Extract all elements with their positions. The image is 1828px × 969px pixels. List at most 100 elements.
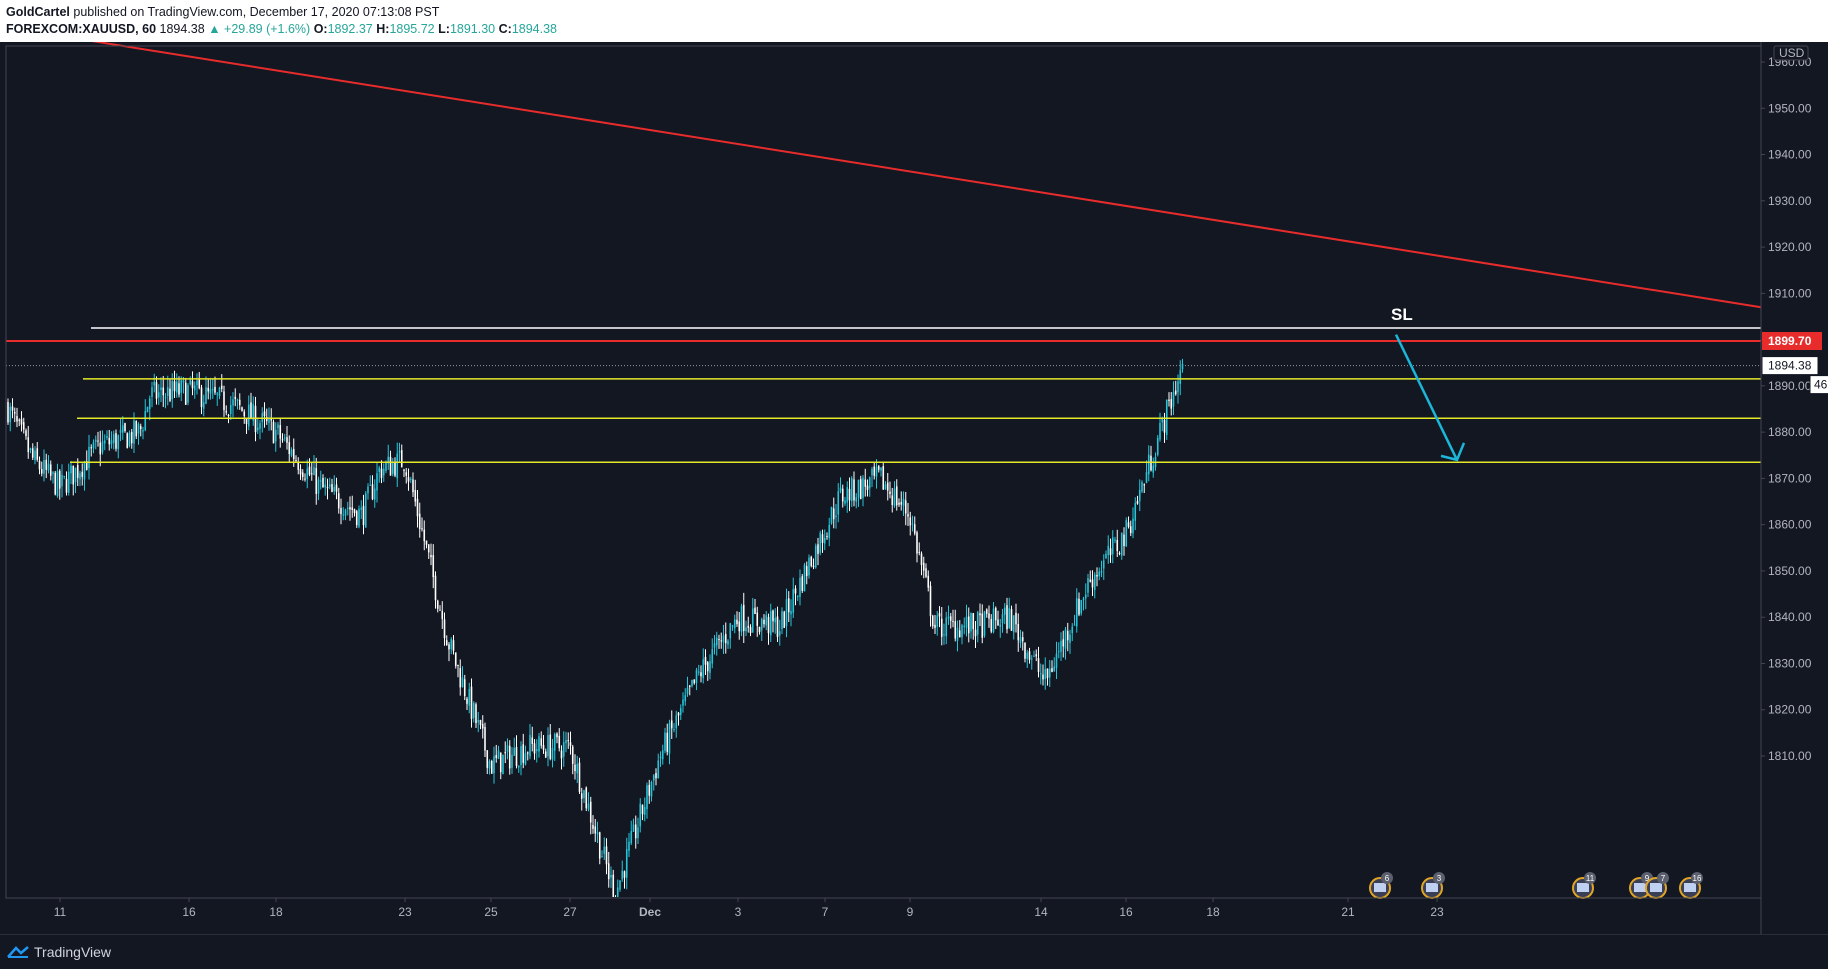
candle-body <box>992 608 995 633</box>
candle-body <box>997 619 999 626</box>
candle-body <box>1161 419 1164 423</box>
candle-body <box>531 737 534 744</box>
candle-body <box>340 508 342 515</box>
candle-body <box>675 715 678 729</box>
candle-body <box>826 536 828 538</box>
candle-body <box>436 600 439 609</box>
candle-body <box>238 399 241 406</box>
candle-body <box>1159 422 1161 440</box>
candle-body <box>506 745 509 752</box>
candle-body <box>823 537 826 544</box>
candle-body <box>380 468 383 479</box>
candle-body <box>702 659 705 678</box>
candle-body <box>875 466 878 477</box>
candle-body <box>445 640 448 646</box>
price-axis[interactable]: 1810.00 1820.00 1830.00 1840.00 1850.00 1860.… <box>1761 45 1828 763</box>
footer: TradingView <box>0 934 1828 969</box>
event-flag-stripes <box>1577 883 1589 892</box>
candle-body <box>36 448 39 460</box>
candle-body <box>898 502 900 505</box>
candle-body <box>868 477 871 489</box>
time-tick-label: 23 <box>1430 905 1444 919</box>
candle-body <box>522 744 525 763</box>
candle-body <box>731 625 734 627</box>
candle-body <box>1138 489 1141 502</box>
event-flag-stripes <box>1426 883 1438 892</box>
candle-body <box>1165 399 1168 435</box>
candle-body <box>1019 637 1022 643</box>
candle-body <box>398 451 401 453</box>
last-price-label: 1894.38 <box>1768 359 1812 373</box>
author-name[interactable]: GoldCartel <box>6 5 70 19</box>
candle-body <box>450 639 453 650</box>
candle-body <box>315 468 318 494</box>
candle-body <box>225 411 228 413</box>
price-tick-label: 1880.00 <box>1768 425 1812 439</box>
events-layer: 6 3 11 9 7 16 <box>1369 872 1703 899</box>
candle-body <box>209 388 212 394</box>
symbol-label[interactable]: FOREXCOM:XAUUSD, 60 <box>6 22 157 36</box>
event-count-badge <box>1691 872 1703 884</box>
candle-body <box>472 702 475 718</box>
candle-body <box>1015 612 1017 625</box>
candle-body <box>526 752 529 754</box>
candle-body <box>1030 658 1033 660</box>
candle-body <box>1051 668 1053 672</box>
candle-body <box>369 484 372 486</box>
candle-body <box>308 466 311 475</box>
candle-body <box>812 565 815 568</box>
candle-body <box>351 507 354 511</box>
candle-body <box>954 621 957 639</box>
candle-body <box>882 466 885 490</box>
time-axis[interactable]: 11 16 18 23 25 27 Dec 3 7 9 14 16 18 21 23 <box>54 898 1444 919</box>
candle-body <box>265 417 268 421</box>
candle-body <box>855 497 858 502</box>
event-flag-stripes <box>1684 883 1696 892</box>
candle-body <box>1147 454 1150 475</box>
candle-body <box>495 754 498 759</box>
candle-body <box>362 505 365 526</box>
candle-body <box>688 685 691 687</box>
event-count-badge <box>1657 872 1669 884</box>
candle-body <box>970 612 972 632</box>
time-tick-label: 14 <box>1034 905 1048 919</box>
price-tick-label: 1910.00 <box>1768 286 1812 300</box>
candle-body <box>549 734 552 759</box>
candle-body <box>844 500 846 504</box>
candle-body <box>934 624 936 628</box>
price-chart[interactable]: 6 3 11 9 7 16 1810.00 1820.00 1830.00 1840.00 185… <box>0 42 1828 934</box>
candle-body <box>502 754 504 774</box>
time-tick-label: 11 <box>54 905 67 919</box>
candle-body <box>394 462 396 476</box>
resistance-price-badge <box>1762 331 1822 350</box>
candle-body <box>571 746 574 764</box>
candles-layer <box>7 358 1184 897</box>
candle-body <box>1069 634 1071 643</box>
candle-body <box>378 467 381 472</box>
candle-body <box>918 551 921 553</box>
brand-name[interactable]: TradingView <box>34 944 112 960</box>
open-label: O: <box>313 22 328 36</box>
candle-body <box>211 389 214 391</box>
tradingview-logo-icon[interactable] <box>6 945 30 959</box>
candle-body <box>639 803 642 827</box>
candle-body <box>794 588 797 594</box>
candle-body <box>994 607 997 621</box>
candle-body <box>682 699 684 706</box>
candle-body <box>938 613 941 617</box>
candle-body <box>765 615 768 626</box>
event-flag-stripes <box>1374 883 1386 892</box>
candle-body <box>1107 545 1110 556</box>
candle-body <box>112 434 115 443</box>
candle-body <box>931 615 934 627</box>
candle-body <box>965 616 968 628</box>
candle-body <box>94 439 97 442</box>
time-tick-label: 3 <box>735 905 742 919</box>
time-tick-label: 27 <box>563 905 577 919</box>
publish-info: GoldCartel published on TradingView.com,… <box>6 5 439 19</box>
candle-body <box>115 433 117 449</box>
candle-body <box>848 488 851 501</box>
candle-body <box>805 566 808 577</box>
candle-body <box>718 638 720 640</box>
candle-body <box>180 380 183 393</box>
